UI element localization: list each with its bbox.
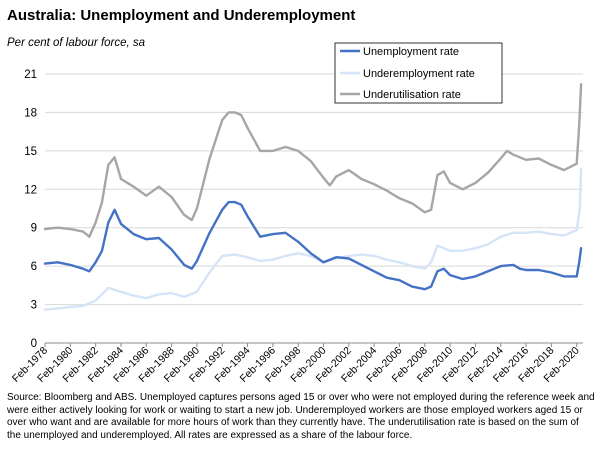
series-line-underemployment bbox=[43, 167, 583, 311]
series-line-unemployment bbox=[43, 200, 583, 291]
series-lines bbox=[43, 83, 583, 311]
y-tick-label: 9 bbox=[31, 223, 37, 235]
y-tick-label: 21 bbox=[24, 69, 37, 81]
gridlines bbox=[45, 73, 583, 344]
y-tick-label: 6 bbox=[31, 261, 37, 273]
legend-label-underemployment: Underemployment rate bbox=[363, 68, 475, 80]
y-axis-ticks: 0 3 6 9 12 15 18 21 bbox=[24, 69, 37, 350]
y-tick-label: 0 bbox=[31, 338, 37, 350]
legend-box bbox=[334, 42, 503, 104]
y-tick-label: 15 bbox=[24, 146, 37, 158]
chart-subtitle: Per cent of labour force, sa bbox=[7, 37, 145, 49]
chart-title: Australia: Unemployment and Underemploym… bbox=[7, 7, 355, 24]
source-note: Source: Bloomberg and ABS. Unemployed ca… bbox=[7, 392, 595, 441]
y-tick-label: 3 bbox=[31, 300, 37, 312]
y-tick-label: 18 bbox=[24, 107, 37, 119]
legend-label-underutilisation: Underutilisation rate bbox=[363, 89, 461, 101]
y-tick-label: 12 bbox=[24, 184, 37, 196]
series-line-underutilisation bbox=[43, 83, 583, 238]
legend-label-unemployment: Unemployment rate bbox=[363, 46, 459, 58]
legend: Unemployment rate Underemployment rate U… bbox=[334, 42, 503, 104]
x-axis-ticks: Feb-1978Feb-1980Feb-1982Feb-1984Feb-1986… bbox=[10, 343, 582, 385]
